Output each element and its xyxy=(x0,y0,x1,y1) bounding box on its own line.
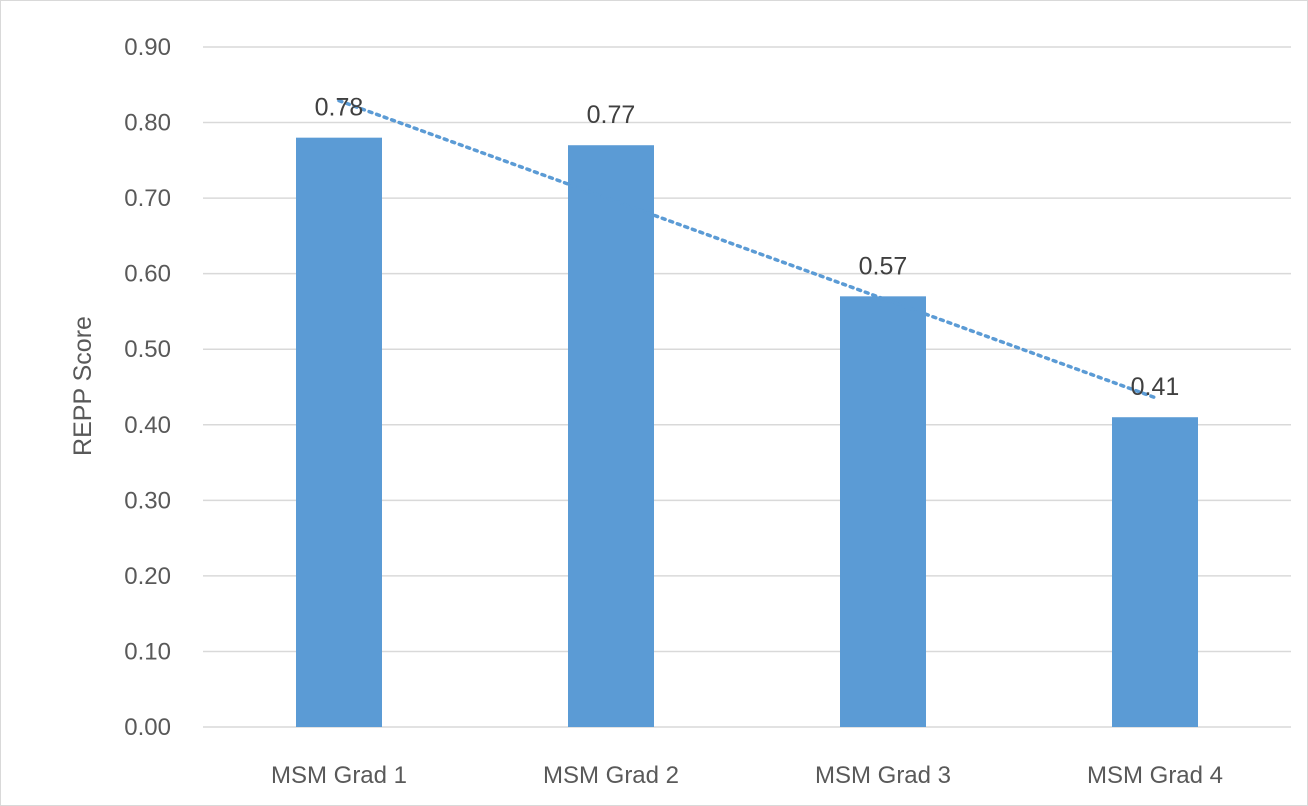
bar-1 xyxy=(296,137,382,727)
x-tick-label: MSM Grad 1 xyxy=(271,762,407,789)
y-tick-label: 0.20 xyxy=(124,563,171,590)
data-label: 0.77 xyxy=(587,101,636,129)
labels: 0.00 0.10 0.20 0.30 0.40 0.50 0.60 0.70 0.80 0.90… xyxy=(124,34,1223,789)
x-tick-label: MSM Grad 4 xyxy=(1087,762,1223,789)
gridlines xyxy=(203,46,1291,728)
y-tick-label: 0.90 xyxy=(124,34,171,61)
y-tick-label: 0.40 xyxy=(124,412,171,439)
trendline xyxy=(337,98,1157,400)
y-tick-label: 0.80 xyxy=(124,110,171,137)
y-tick-label: 0.70 xyxy=(124,185,171,212)
y-tick-label: 0.00 xyxy=(124,714,171,741)
data-label: 0.41 xyxy=(1131,373,1180,401)
bar-4 xyxy=(1112,417,1198,727)
data-label: 0.57 xyxy=(859,252,908,280)
x-tick-label: MSM Grad 2 xyxy=(543,762,679,789)
x-tick-label: MSM Grad 3 xyxy=(815,762,951,789)
trendline-group xyxy=(337,98,1157,400)
bars xyxy=(296,137,1198,727)
y-tick-label: 0.60 xyxy=(124,261,171,288)
y-tick-label: 0.50 xyxy=(124,336,171,363)
bar-2 xyxy=(568,145,654,727)
y-axis-title: REPP Score xyxy=(69,316,97,456)
y-tick-label: 0.30 xyxy=(124,487,171,514)
y-tick-label: 0.10 xyxy=(124,638,171,665)
bar-3 xyxy=(840,296,926,727)
data-label: 0.78 xyxy=(315,94,364,122)
